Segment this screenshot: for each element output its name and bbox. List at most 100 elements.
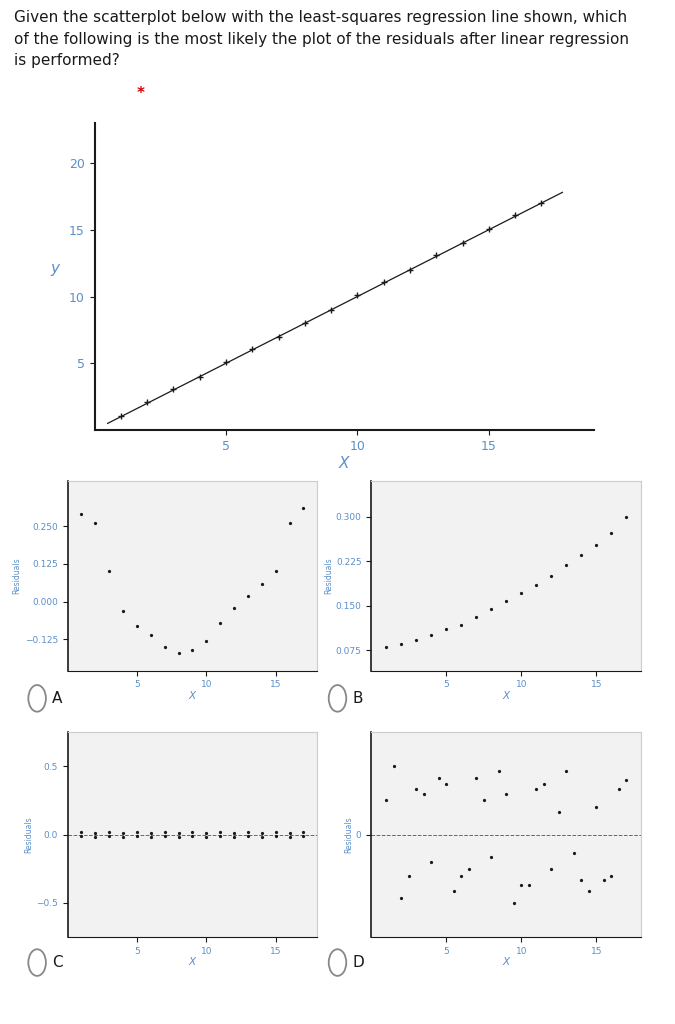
- Y-axis label: Residuals: Residuals: [24, 816, 33, 853]
- Point: [215, 823, 225, 840]
- Point: [471, 609, 482, 626]
- Point: [516, 585, 526, 601]
- Point: [606, 867, 617, 884]
- Point: [411, 781, 422, 798]
- Point: [352, 287, 362, 303]
- X-axis label: X: X: [189, 957, 196, 967]
- Point: [396, 890, 406, 906]
- Point: [270, 823, 281, 840]
- Point: [104, 827, 115, 844]
- Point: [300, 314, 310, 331]
- Y-axis label: y: y: [51, 261, 59, 276]
- Point: [378, 274, 389, 291]
- Point: [284, 829, 295, 846]
- Point: [187, 641, 198, 657]
- Point: [173, 644, 184, 660]
- Point: [591, 799, 601, 815]
- Point: [256, 829, 267, 846]
- Point: [76, 506, 87, 522]
- Text: C: C: [52, 955, 63, 970]
- Point: [187, 827, 198, 844]
- Point: [242, 823, 253, 840]
- Point: [510, 207, 520, 223]
- Point: [284, 825, 295, 842]
- Point: [426, 854, 437, 870]
- Point: [142, 394, 153, 411]
- Point: [598, 871, 609, 888]
- Point: [201, 633, 212, 649]
- Point: [523, 877, 534, 893]
- Point: [117, 829, 128, 846]
- Point: [201, 829, 212, 846]
- Point: [554, 804, 564, 820]
- Point: [486, 600, 497, 616]
- Point: [621, 772, 632, 788]
- Point: [576, 871, 587, 888]
- Point: [194, 369, 205, 385]
- Point: [381, 793, 392, 809]
- Point: [159, 823, 170, 840]
- Point: [561, 763, 572, 779]
- Text: A: A: [52, 691, 62, 706]
- Point: [256, 575, 267, 592]
- Point: [501, 593, 512, 609]
- Point: [132, 823, 142, 840]
- Point: [531, 577, 541, 593]
- Point: [516, 877, 526, 893]
- Point: [539, 776, 549, 793]
- Point: [431, 247, 441, 263]
- Point: [159, 827, 170, 844]
- Text: Given the scatterplot below with the least-squares regression line shown, which
: Given the scatterplot below with the lea…: [14, 10, 628, 69]
- Point: [90, 825, 101, 842]
- Point: [187, 823, 198, 840]
- Point: [132, 617, 142, 634]
- Point: [493, 763, 504, 779]
- Point: [242, 827, 253, 844]
- Point: [242, 588, 253, 604]
- Point: [479, 793, 489, 809]
- Point: [546, 567, 557, 584]
- Point: [531, 781, 541, 798]
- Point: [463, 860, 474, 877]
- Point: [457, 234, 468, 251]
- Point: [614, 781, 624, 798]
- Point: [247, 341, 258, 357]
- Point: [221, 353, 232, 370]
- Point: [90, 829, 101, 846]
- Point: [173, 829, 184, 846]
- Point: [396, 636, 406, 652]
- Point: [145, 829, 156, 846]
- Y-axis label: Residuals: Residuals: [324, 558, 333, 594]
- Point: [229, 829, 240, 846]
- Y-axis label: Residuals: Residuals: [13, 558, 22, 594]
- Point: [90, 515, 101, 531]
- Point: [508, 895, 519, 911]
- Point: [404, 261, 415, 278]
- Point: [568, 845, 579, 861]
- Point: [215, 827, 225, 844]
- Point: [621, 509, 632, 525]
- Point: [501, 785, 512, 802]
- Point: [229, 599, 240, 615]
- Point: [284, 515, 295, 531]
- Point: [298, 823, 308, 840]
- Point: [441, 776, 452, 793]
- Point: [229, 825, 240, 842]
- Point: [173, 825, 184, 842]
- Point: [104, 823, 115, 840]
- X-axis label: X: X: [189, 691, 196, 700]
- Point: [270, 563, 281, 580]
- Point: [76, 823, 87, 840]
- X-axis label: X: X: [503, 957, 510, 967]
- Point: [381, 639, 392, 655]
- Point: [546, 860, 557, 877]
- Point: [256, 825, 267, 842]
- Point: [115, 408, 126, 424]
- Point: [168, 381, 179, 397]
- Point: [433, 769, 444, 785]
- Text: D: D: [352, 955, 364, 970]
- Point: [298, 827, 308, 844]
- Point: [201, 825, 212, 842]
- Point: [441, 622, 452, 638]
- Point: [426, 627, 437, 643]
